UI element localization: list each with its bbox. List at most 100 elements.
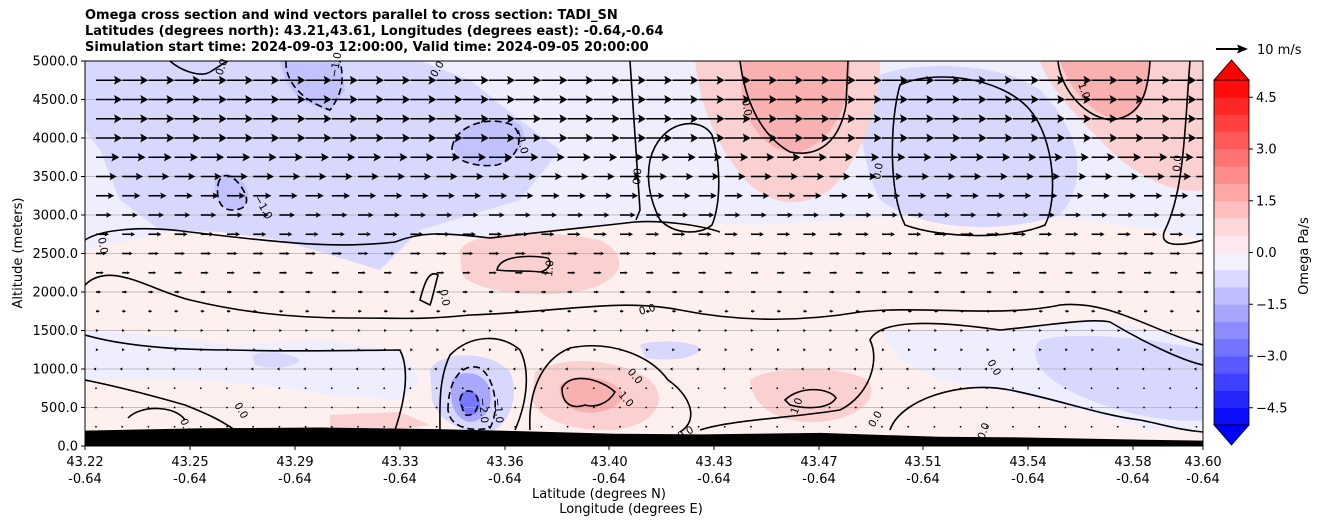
wind-vector-head xyxy=(638,75,646,85)
wind-vector-head xyxy=(158,212,164,218)
wind-vector-head xyxy=(148,348,151,352)
wind-vector-head xyxy=(166,95,175,104)
wind-vector-head xyxy=(821,95,830,104)
wind-vector-head xyxy=(548,251,552,256)
wind-vector-head xyxy=(109,172,117,181)
wind-vector-head xyxy=(1047,231,1053,237)
x-tick-label-lon: -0.64 xyxy=(802,472,836,487)
quiver-key-label: 10 m/s xyxy=(1257,43,1302,58)
wind-vector-head xyxy=(748,367,752,371)
wind-vector-head xyxy=(480,114,489,124)
wind-vector-head xyxy=(643,367,647,371)
wind-vector-head xyxy=(305,348,309,352)
wind-vector-head xyxy=(1150,251,1155,256)
wind-vector xyxy=(514,387,517,390)
wind-vector-head xyxy=(402,133,411,143)
wind-vector xyxy=(1143,387,1145,390)
wind-vector-head xyxy=(1045,251,1050,256)
wind-vector-head xyxy=(289,212,295,218)
wind-vector-head xyxy=(533,75,542,85)
y-axis-label: Altitude (meters) xyxy=(11,198,26,309)
wind-vector-head xyxy=(873,133,882,143)
wind-vector-head xyxy=(437,309,441,313)
wind-vector-head xyxy=(986,348,990,352)
wind-vector-head xyxy=(245,75,253,85)
wind-vector-head xyxy=(507,114,515,124)
wind-vector-head xyxy=(1038,328,1042,333)
wind-vector xyxy=(199,387,202,390)
wind-vector-head xyxy=(779,290,783,294)
clabel-minus-two: −2.0 xyxy=(476,397,490,423)
wind-vector-head xyxy=(383,348,387,352)
wind-vector-head xyxy=(687,153,696,162)
wind-vector-head xyxy=(1176,251,1181,256)
wind-vector-head xyxy=(411,309,415,313)
wind-vector xyxy=(461,387,464,390)
wind-vector-head xyxy=(1131,172,1139,181)
wind-vector xyxy=(199,425,202,428)
wind-vector-head xyxy=(428,75,437,85)
wind-vector-head xyxy=(360,290,364,294)
wind-vector xyxy=(645,387,648,390)
wind-vector-head xyxy=(418,231,424,237)
wind-vector-head xyxy=(965,271,969,275)
wind-vector xyxy=(357,387,359,390)
wind-vector-head xyxy=(1066,309,1070,313)
wind-vector-head xyxy=(795,75,804,85)
wind-vector-head xyxy=(716,114,725,124)
wind-vector-head xyxy=(514,348,518,352)
wind-vector-head xyxy=(664,133,673,143)
wind-vector-head xyxy=(161,172,170,181)
wind-vector-head xyxy=(674,290,678,294)
wind-vector-head xyxy=(245,95,253,104)
wind-vector-head xyxy=(698,348,702,352)
wind-vector-head xyxy=(207,251,212,256)
wind-vector-head xyxy=(585,114,594,124)
clabel-one-1: 1.0 xyxy=(543,260,556,278)
wind-vector-head xyxy=(958,367,961,371)
wind-vector-head xyxy=(769,114,777,124)
wind-vector xyxy=(278,425,281,428)
wind-vector-head xyxy=(368,212,374,218)
wind-vector-head xyxy=(1126,231,1131,237)
wind-vector-head xyxy=(970,212,977,218)
wind-vector-head xyxy=(879,367,883,371)
wind-vector-head xyxy=(258,271,261,275)
wind-vector-head xyxy=(1109,114,1118,124)
wind-vector xyxy=(147,387,150,390)
wind-vector-head xyxy=(355,367,359,371)
wind-vector-head xyxy=(1162,95,1170,104)
wind-vector xyxy=(540,387,543,390)
wind-vector-head xyxy=(523,231,529,237)
wind-vector-head xyxy=(803,328,806,333)
colorbar-segment xyxy=(1214,114,1249,133)
wind-vector-head xyxy=(521,251,526,256)
wind-vector xyxy=(671,387,674,390)
wind-vector-head xyxy=(98,290,102,294)
wind-vector-head xyxy=(240,172,248,181)
contour-zero-low-left xyxy=(85,334,407,431)
wind-vector-head xyxy=(502,172,510,181)
colorbar-segment xyxy=(1214,149,1249,167)
wind-vector-head xyxy=(934,348,937,352)
wind-vector-head xyxy=(114,75,122,85)
wind-vector-head xyxy=(803,348,806,352)
clabel-zero-5: 0.0 xyxy=(739,98,754,117)
upper-negative-core-2 xyxy=(452,118,524,166)
wind-vector-head xyxy=(201,309,205,313)
colorbar-tick-label: 3.0 xyxy=(1256,143,1277,158)
wind-vector-head xyxy=(504,153,513,162)
wind-vector-head xyxy=(259,251,264,256)
wind-vector-head xyxy=(1180,212,1186,218)
contour-zero-top-left xyxy=(169,61,229,75)
wind-vector-head xyxy=(153,271,157,275)
wind-vector-head xyxy=(836,251,840,256)
wind-vector-head xyxy=(128,251,133,256)
wind-vector-head xyxy=(1080,153,1089,162)
wind-vector-head xyxy=(1175,271,1178,275)
wind-vector-head xyxy=(845,153,853,162)
wind-vector-head xyxy=(1109,133,1118,143)
wind-vector-head xyxy=(628,231,633,237)
wind-vector-head xyxy=(821,75,830,85)
wind-vector-head xyxy=(716,133,725,143)
